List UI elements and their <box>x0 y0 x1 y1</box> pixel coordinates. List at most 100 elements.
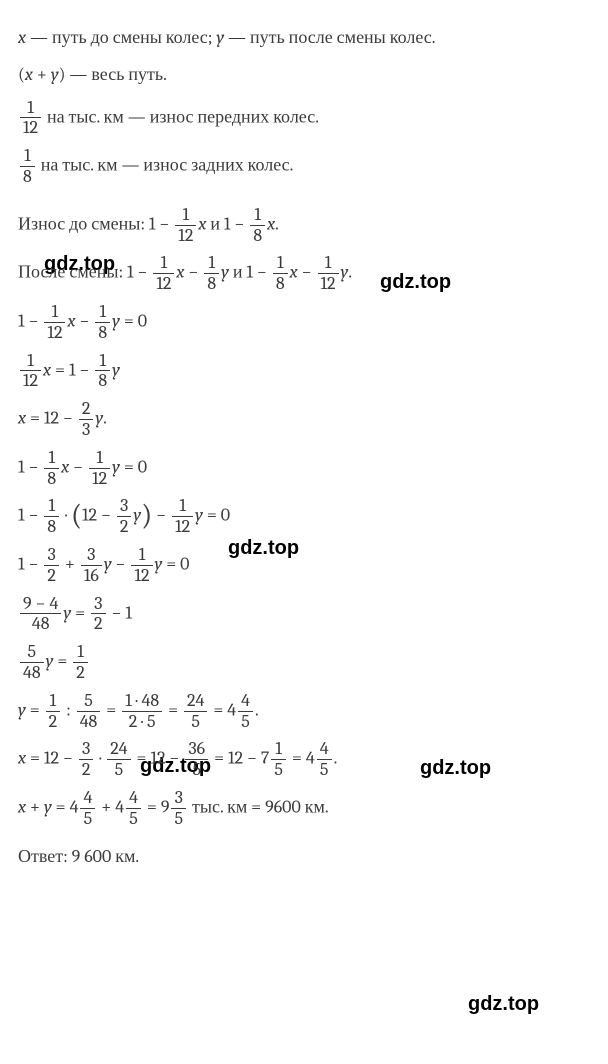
denominator: 48 <box>77 712 101 732</box>
denominator: 12 <box>131 566 152 586</box>
denominator: 8 <box>204 274 219 294</box>
text: тыс. км = 9600 км. <box>192 796 329 817</box>
equation: 1 − 112x − 18y = 0 <box>18 302 590 343</box>
denominator: 5 <box>271 760 286 780</box>
var-y: y <box>112 359 120 380</box>
text: . <box>348 262 352 283</box>
text: = 4 <box>292 748 315 769</box>
numerator: 4 <box>317 739 332 760</box>
numerator: 1 <box>95 351 110 372</box>
denominator: 2 · 5 <box>122 712 162 732</box>
denominator: 12 <box>175 226 196 246</box>
denominator: 2 <box>46 712 61 732</box>
fraction: 45 <box>317 739 332 780</box>
numerator: 5 <box>20 642 44 663</box>
fraction: 18 <box>95 302 110 343</box>
numerator: 5 <box>77 691 101 712</box>
text: ( <box>18 64 25 85</box>
equation: 1 − 18x − 112y = 0 <box>18 448 590 489</box>
fraction: 112 <box>89 448 110 489</box>
numerator: 1 <box>95 302 110 323</box>
denominator: 16 <box>81 566 102 586</box>
text: − <box>156 505 170 526</box>
fraction: 18 <box>250 205 265 246</box>
numerator: 1 <box>273 253 288 274</box>
text: = 12 − <box>30 408 77 429</box>
fraction: 112 <box>131 545 152 586</box>
fraction: 112 <box>175 205 196 246</box>
numerator: 1 <box>46 691 61 712</box>
denominator: 5 <box>171 809 186 829</box>
var-y: y <box>46 651 54 672</box>
denominator: 48 <box>20 614 61 634</box>
var-x: x <box>43 359 51 380</box>
var-x: x <box>18 408 26 429</box>
fraction: 45 <box>238 691 253 732</box>
numerator: 9 − 4 <box>20 594 61 615</box>
var-y: y <box>195 505 203 526</box>
equation: x = 12 − 23y. <box>18 399 590 440</box>
fraction: 365 <box>185 739 208 780</box>
text: . <box>334 748 338 769</box>
text: − <box>188 262 202 283</box>
var-y: y <box>112 456 120 477</box>
denominator: 5 <box>238 712 253 732</box>
fraction: 12 <box>73 642 88 683</box>
var-y: y <box>51 64 59 85</box>
denominator: 8 <box>250 226 265 246</box>
paren-close: ) <box>141 500 152 533</box>
var-y: y <box>63 602 71 623</box>
answer-text: Ответ: 9 600 км. <box>18 846 139 867</box>
text: — путь до смены колес; <box>26 27 216 48</box>
equation: y = 12 : 548 = 1 · 482 · 5 = 245 = 445. <box>18 691 590 732</box>
fraction: 245 <box>184 691 207 732</box>
denominator: 12 <box>20 371 41 391</box>
fraction: 23 <box>79 399 94 440</box>
var-y: y <box>44 796 52 817</box>
text: = 4 <box>56 796 79 817</box>
text: · <box>99 748 105 769</box>
denominator: 12 <box>44 323 65 343</box>
text: ) — весь путь. <box>59 64 167 85</box>
var-x: x <box>25 64 33 85</box>
fraction: 112 <box>20 351 41 392</box>
denominator: 5 <box>185 760 208 780</box>
numerator: 1 <box>44 302 65 323</box>
numerator: 1 <box>153 253 174 274</box>
numerator: 24 <box>184 691 207 712</box>
fraction: 18 <box>44 448 59 489</box>
text: + <box>33 64 51 85</box>
fraction: 112 <box>44 302 65 343</box>
denominator: 2 <box>117 517 132 537</box>
paren-open: ( <box>71 500 82 533</box>
denominator: 3 <box>79 420 94 440</box>
numerator: 1 <box>20 351 41 372</box>
numerator: 1 <box>175 205 196 226</box>
numerator: 3 <box>44 545 59 566</box>
text: на тыс. км — износ задних колес. <box>37 155 294 176</box>
text: − <box>73 456 87 477</box>
text: 1 − <box>18 553 42 574</box>
text: = 12 − <box>30 748 77 769</box>
text: Износ до смены: 1 − <box>18 213 173 234</box>
fraction-1-8: 18 <box>20 146 35 187</box>
numerator: 2 <box>79 399 94 420</box>
denominator: 5 <box>184 712 207 732</box>
text: — путь после смены колес. <box>224 27 435 48</box>
denominator: 2 <box>79 760 94 780</box>
denominator: 2 <box>44 566 59 586</box>
fraction: 18 <box>95 351 110 392</box>
denominator: 5 <box>107 760 130 780</box>
wear-before: Износ до смены: 1 − 112x и 1 − 18x. <box>18 205 590 246</box>
text: 1 − <box>18 505 42 526</box>
fraction: 548 <box>77 691 101 732</box>
var-y: y <box>95 408 103 429</box>
equation: 1 − 18 · (12 − 32y) − 112y = 0 <box>18 496 590 537</box>
text: = 0 <box>124 456 147 477</box>
var-y: y <box>221 262 229 283</box>
text: = <box>106 699 120 720</box>
fraction: 32 <box>44 545 59 586</box>
var-y: y <box>104 553 112 574</box>
text: = <box>57 651 71 672</box>
definition-sum: (x + y) — весь путь. <box>18 61 590 90</box>
